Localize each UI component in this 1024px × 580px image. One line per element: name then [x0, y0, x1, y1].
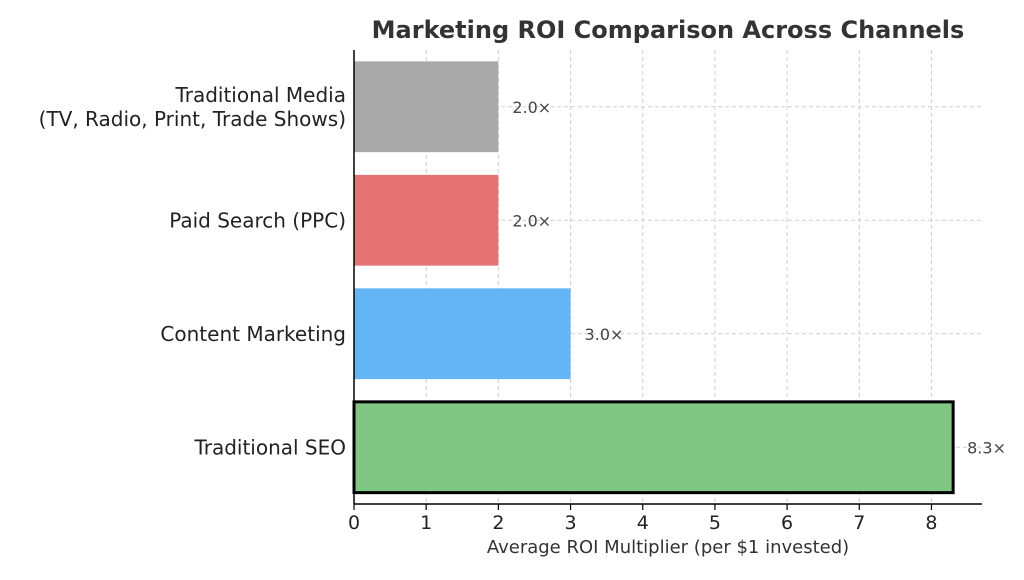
bar: [352, 400, 955, 495]
x-tick-label: 0: [348, 512, 360, 534]
chart-title: Marketing ROI Comparison Across Channels: [372, 16, 965, 44]
x-tick-label: 2: [492, 512, 504, 534]
data-label: 3.0×: [585, 325, 624, 344]
category-label: Content Marketing: [160, 322, 346, 346]
category-label: Traditional SEO: [193, 435, 346, 459]
x-tick-label: 3: [565, 512, 577, 534]
x-tick-label: 4: [637, 512, 649, 534]
category-label-line: Content Marketing: [160, 322, 346, 346]
category-label: Traditional Media (TV, Radio, Print, Trad…: [39, 83, 346, 131]
x-tick-label: 5: [709, 512, 721, 534]
x-axis-title: Average ROI Multiplier (per $1 invested): [487, 537, 849, 558]
category-label: Paid Search (PPC): [169, 208, 346, 232]
bar: [354, 61, 499, 153]
x-tick-label: 1: [420, 512, 432, 534]
x-tick-label: 6: [781, 512, 793, 534]
category-label-line: Traditional SEO: [193, 435, 346, 459]
data-label: 2.0×: [512, 98, 551, 117]
x-tick-label: 7: [853, 512, 865, 534]
category-label-line: (TV, Radio, Print, Trade Shows): [39, 107, 346, 131]
data-label: 2.0×: [512, 211, 551, 230]
category-label-line: Paid Search (PPC): [169, 208, 346, 232]
category-label-line: Traditional Media: [174, 83, 346, 107]
bar-layer: 2.0× 2.0× 3.0× 8.3×: [352, 61, 1006, 495]
bar: [354, 288, 571, 380]
bar: [354, 174, 499, 266]
data-label: 8.3×: [967, 438, 1006, 457]
x-tick-label: 8: [925, 512, 937, 534]
axis-layer: Traditional Media (TV, Radio, Print, Trad…: [39, 50, 982, 534]
